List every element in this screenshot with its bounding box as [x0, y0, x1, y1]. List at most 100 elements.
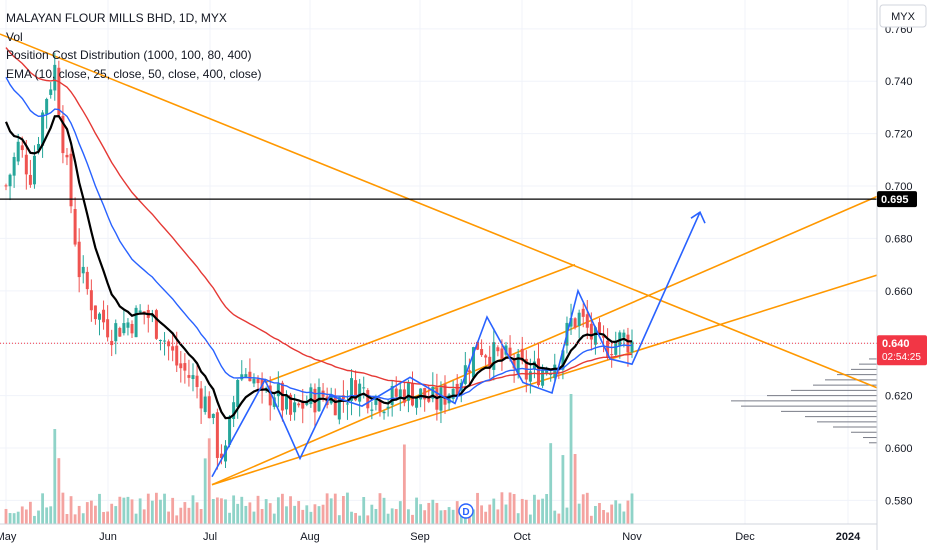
volume-bar [374, 508, 378, 524]
candle-body [488, 356, 492, 368]
candle-body [423, 388, 427, 400]
x-tick-label: Sep [410, 531, 430, 543]
candle-body [199, 388, 203, 409]
volume-bar [285, 506, 288, 524]
y-tick-label: 0.720 [885, 129, 913, 141]
volume-bar [618, 503, 622, 524]
volume-bar [41, 493, 44, 524]
volume-bar [602, 510, 605, 524]
x-tick-label: Jun [99, 531, 117, 543]
ema-50-line [5, 47, 633, 389]
volume-bar [179, 507, 183, 524]
volume-bar [313, 504, 317, 524]
candle-body [240, 374, 244, 380]
candle-body [41, 112, 45, 146]
volume-bar [622, 511, 626, 524]
volume-bar [73, 514, 77, 524]
candle-body [130, 323, 134, 334]
candle-body [284, 395, 288, 410]
candle-body [476, 341, 480, 350]
volume-bar [272, 513, 276, 524]
volume-bar [232, 495, 236, 524]
volume-bar [398, 501, 402, 524]
candle-body [410, 383, 414, 406]
volume-bar [598, 502, 601, 524]
volume-bar [516, 513, 520, 524]
candle-body [378, 399, 382, 412]
volume-bar [183, 502, 187, 524]
candle-body [471, 347, 475, 378]
volume-bar [126, 496, 130, 524]
candle-body [175, 345, 179, 366]
legend-vol[interactable]: Vol [6, 29, 23, 44]
x-tick-label: Dec [735, 531, 755, 543]
candle-body [528, 371, 532, 382]
candle-body [256, 378, 260, 384]
volume-bar [626, 500, 630, 524]
dividend-marker-icon [458, 503, 474, 519]
candle-body [122, 323, 126, 334]
volume-bar [81, 513, 85, 524]
candle-body [431, 386, 435, 399]
candle-body [630, 341, 634, 353]
volume-bar [106, 511, 110, 524]
candle-body [57, 67, 61, 115]
volume-bar [211, 498, 215, 524]
volume-bar [630, 493, 634, 524]
level-badge [877, 191, 917, 208]
y-axis-panel [877, 0, 932, 550]
horizontal-level-line [0, 198, 877, 344]
volume-bar [77, 505, 81, 524]
volume-bar [435, 502, 439, 524]
volume-bar [215, 497, 219, 524]
volume-bar [134, 513, 138, 524]
candle-body [16, 141, 20, 162]
candle-body [12, 157, 16, 176]
volume-bar [463, 515, 467, 524]
candle-body [569, 318, 573, 327]
candle-body [211, 413, 215, 418]
channel-lower-line-ext [211, 274, 878, 486]
volume-bar [203, 458, 207, 524]
candle-body [585, 314, 589, 328]
volume-bar [402, 444, 406, 524]
volume-bar [459, 512, 463, 524]
candle-body [126, 322, 130, 328]
candle-body [293, 402, 297, 413]
candle-body [215, 412, 219, 458]
volume-bar [199, 508, 203, 524]
candle-body [398, 389, 402, 398]
candle-body [61, 115, 65, 154]
candle-body [236, 379, 240, 408]
candle-body [545, 370, 549, 374]
volume-bar [541, 498, 544, 524]
volume-bar [8, 513, 12, 524]
volume-bar [394, 509, 398, 524]
volume-bar [33, 515, 36, 524]
candle-body [244, 374, 248, 378]
candle-body [4, 185, 8, 187]
volume-bar [606, 512, 610, 524]
volume-bar [24, 509, 28, 524]
candle-body [89, 290, 93, 311]
volume-bar [451, 509, 455, 524]
legend-ema[interactable]: EMA (10, close, 25, close, 50, close, 40… [6, 66, 262, 81]
candle-body [158, 339, 162, 341]
candle-body [102, 309, 106, 323]
candle-body [65, 154, 69, 158]
currency-button[interactable] [879, 4, 927, 28]
volume-bar [561, 455, 565, 524]
volume-bar [569, 394, 573, 524]
volume-bar [37, 510, 40, 524]
volume-bar [520, 498, 524, 524]
current-price-label: 0.640 [882, 338, 910, 350]
candle-body [81, 266, 85, 274]
candle-body [427, 397, 431, 402]
volume-bar [545, 494, 549, 524]
legend-position-cost[interactable]: Position Cost Distribution (1000, 100, 8… [6, 48, 252, 62]
candle-body [301, 400, 305, 409]
volume-bar [289, 496, 292, 524]
candle-body [24, 154, 28, 175]
volume-bar [256, 495, 260, 524]
